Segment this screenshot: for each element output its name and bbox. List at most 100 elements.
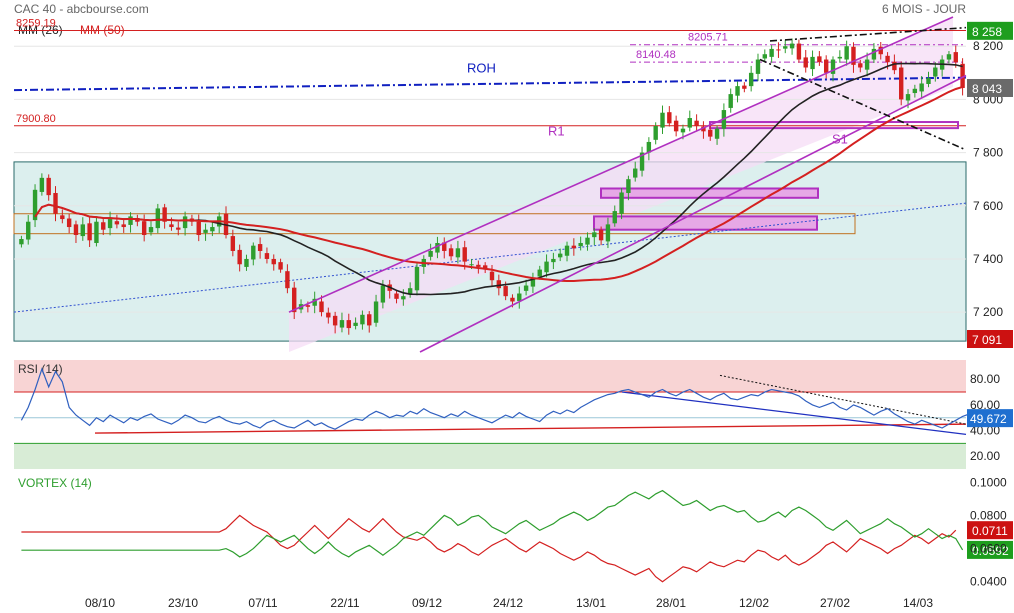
rsi-tick-label: 60.00 [970, 398, 1000, 412]
x-tick-label: 09/12 [412, 596, 442, 610]
candle-body [960, 63, 965, 88]
candle-body [844, 46, 849, 60]
candle-body [687, 118, 692, 128]
rsi-line [20, 367, 977, 430]
x-tick-label: 28/01 [656, 596, 686, 610]
candle-body [271, 258, 276, 265]
x-tick-label: 22/11 [330, 596, 359, 610]
ma50-line [34, 85, 963, 282]
candle-body [114, 221, 120, 225]
x-tick-label: 12/02 [739, 596, 769, 610]
channel-lower [419, 74, 967, 353]
candle-body [19, 239, 24, 245]
candle-body [892, 61, 897, 71]
candle-body [53, 193, 58, 214]
candle-body [558, 253, 563, 258]
candle-body [517, 293, 522, 301]
x-tick-label: 23/10 [168, 596, 198, 610]
roh-line [13, 76, 967, 92]
candle-body [762, 54, 768, 59]
candle-body [326, 312, 331, 318]
candle-body [510, 297, 515, 302]
x-tick-label: 14/03 [903, 596, 933, 610]
candle-body [735, 86, 740, 96]
rsi-tick-label: 20.00 [970, 449, 1000, 463]
candle-body [60, 215, 65, 220]
support-box [600, 187, 819, 199]
vortex-line-plus [21, 489, 964, 558]
rsi-resistance-trend [621, 391, 967, 435]
candle-body [107, 219, 113, 229]
candle-body [353, 322, 358, 326]
roh-label: ROH [467, 61, 496, 76]
candle-body [176, 227, 181, 230]
candle-body [428, 250, 433, 257]
candle-body [401, 296, 406, 300]
price-tick-label: 7 600 [973, 199, 1003, 213]
price-tick-label: 7 800 [973, 146, 1003, 160]
candle-body [141, 221, 147, 236]
candle-body [496, 280, 502, 289]
candle-body [407, 288, 413, 295]
candle-body [912, 88, 918, 94]
candle-body [823, 59, 829, 73]
rsi-support-trend [94, 423, 967, 434]
candle-body [332, 315, 338, 326]
level-label: 8140.48 [636, 49, 676, 61]
candle-body [755, 59, 761, 74]
candle-body [169, 224, 174, 228]
candle-body [551, 258, 556, 263]
candle-body [748, 72, 754, 87]
candle-body [94, 221, 99, 243]
candle-body [905, 94, 911, 101]
vortex-badge: 0.0711 [972, 524, 1008, 538]
candle-body [46, 177, 51, 196]
candle-body [414, 266, 420, 291]
candle-body [244, 258, 249, 267]
candle-body [878, 46, 883, 55]
rsi-badge-bg [967, 409, 1013, 428]
candle-body [708, 129, 713, 137]
triangle-upper [769, 26, 967, 42]
x-tick-label: 24/12 [493, 596, 523, 610]
price-tick-label: 8 200 [973, 39, 1003, 53]
candle-body [571, 245, 577, 249]
vortex-line-minus [21, 514, 957, 583]
candle-body [278, 262, 283, 270]
candle-body [953, 52, 958, 63]
candle-body [319, 301, 324, 313]
candle-body [455, 248, 461, 258]
candle-body [482, 265, 488, 270]
candle-body [346, 320, 351, 329]
candle-body [714, 128, 720, 139]
channel-fill [289, 17, 953, 352]
ma26-legend: MM (26) [18, 23, 63, 37]
candle-body [292, 287, 297, 313]
candle-body [442, 242, 447, 251]
candle-body [66, 218, 72, 228]
candle-body [210, 227, 215, 232]
channel-upper [288, 16, 954, 313]
candle-body [523, 285, 529, 291]
candle-body [817, 56, 822, 63]
vortex-badge: 0.0592 [972, 544, 1009, 558]
candle-body [101, 222, 106, 230]
candle-body [646, 141, 652, 153]
candle-body [789, 43, 795, 49]
candle-body [769, 48, 774, 57]
candle-body [87, 223, 92, 241]
candle-body [264, 253, 270, 259]
rsi-dotted-trend [719, 374, 967, 425]
badge-top: 8 258 [972, 25, 1002, 39]
badge-bottom-bg [967, 330, 1013, 348]
candle-body [39, 177, 45, 192]
rsi-title: RSI (14) [18, 362, 63, 376]
candle-body [830, 59, 836, 74]
candle-body [503, 286, 508, 297]
rsi-overbought-zone [14, 360, 966, 393]
candle-body [612, 211, 617, 224]
candle-body [946, 54, 952, 60]
candle-body [626, 179, 631, 194]
x-tick-label: 08/10 [85, 596, 115, 610]
vortex-title: VORTEX (14) [18, 476, 92, 490]
